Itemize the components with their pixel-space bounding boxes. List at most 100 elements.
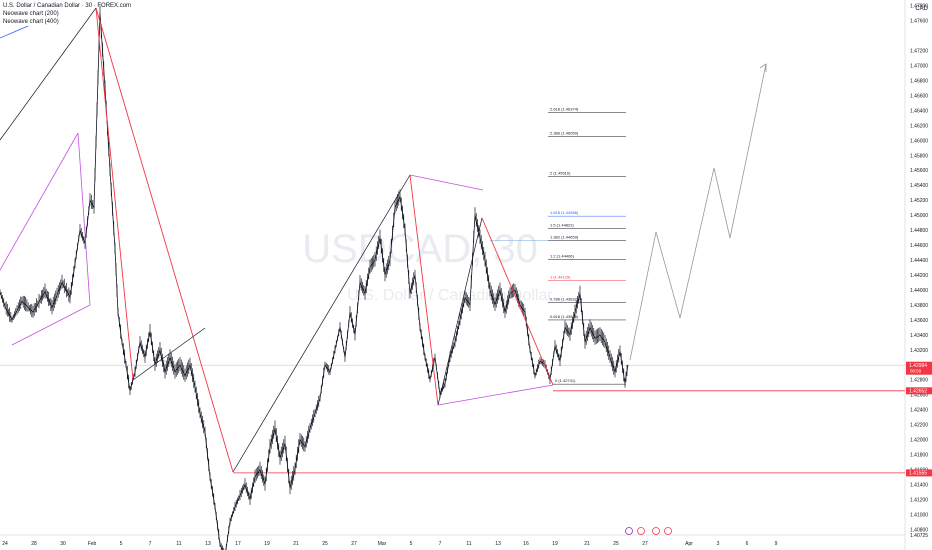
- wave-line-red: [95, 7, 134, 381]
- time-tick-label: Feb: [88, 541, 97, 547]
- fib-level-label: 1 (1.44129): [550, 274, 571, 279]
- fib-level-label: 1.5 (1.44822): [550, 222, 574, 227]
- projection-arrowhead: [759, 63, 767, 72]
- economic-event-icon: [637, 527, 645, 535]
- price-tick-label: 1.45400: [910, 183, 928, 189]
- price-tick-label: 1.43200: [910, 348, 928, 354]
- channel-line-purple: [437, 384, 554, 406]
- fib-level-label: 0.786 (1.43832): [550, 297, 579, 302]
- time-tick-label: 21: [584, 541, 590, 547]
- fib-level-label: 0 (1.42741): [555, 378, 576, 383]
- chart-legend: U.S. Dollar / Canadian Dollar · 30 · FOR…: [3, 2, 131, 26]
- wave-line-red: [409, 174, 439, 406]
- price-tick-label: 1.42800: [910, 378, 928, 384]
- price-tick-label: 1.42200: [910, 423, 928, 429]
- price-tick-label: 1.46600: [910, 93, 928, 99]
- study-label-200: Neowave chart (200): [3, 11, 59, 17]
- price-label-countdown: 00:59: [910, 369, 922, 374]
- time-tick-label: 11: [176, 541, 181, 547]
- time-tick-label: 27: [351, 541, 357, 547]
- price-label-text: 1.41555: [909, 471, 927, 477]
- time-tick-label: 25: [613, 541, 619, 547]
- price-tick-label: 1.42400: [910, 408, 928, 414]
- price-tick-label: 1.46200: [910, 123, 928, 129]
- price-tick-label: 1.45000: [910, 213, 928, 219]
- time-tick-label: 25: [322, 541, 328, 547]
- time-tick-label: 5: [120, 541, 123, 547]
- time-tick-label: Apr: [685, 541, 693, 547]
- price-tick-label: 1.47600: [910, 19, 928, 25]
- price-line: [0, 13, 629, 550]
- time-tick-label: 7: [439, 541, 442, 547]
- economic-event-icon: [625, 527, 633, 535]
- price-tick-label: 1.47000: [910, 63, 928, 69]
- time-tick-label: 17: [235, 541, 241, 547]
- watermark-symbol: USDCAD, 30: [302, 227, 538, 271]
- time-tick-label: Mar: [378, 541, 387, 547]
- price-tick-label: 1.46400: [910, 108, 928, 114]
- price-label-box: [906, 387, 932, 395]
- price-tick-label: 1.45600: [910, 168, 928, 174]
- time-tick-label: 9: [775, 541, 778, 547]
- price-tick-label: 1.41400: [910, 482, 928, 488]
- time-tick-label: 28: [31, 541, 37, 547]
- price-label-box: [906, 469, 932, 477]
- projection-path: [629, 63, 767, 361]
- channel-line-purple: [409, 174, 484, 191]
- price-tick-label: 1.43600: [910, 318, 928, 324]
- price-tick-label: 1.44400: [910, 258, 928, 264]
- wave-line-red: [95, 7, 234, 473]
- price-tick-label: 1.40725: [910, 533, 928, 539]
- time-tick-label: 7: [149, 541, 152, 547]
- wave-line-black: [437, 217, 483, 406]
- price-tick-label: 1.41000: [910, 512, 928, 518]
- economic-event-icon: [664, 527, 672, 535]
- price-label-box: [906, 361, 932, 375]
- price-tick-label: 1.44800: [910, 228, 928, 234]
- price-tick-label: 1.47800: [910, 4, 928, 10]
- fib-level-label: 2.618 (1.46374): [550, 106, 579, 111]
- economic-event-icon: [652, 527, 660, 535]
- price-tick-label: 1.41200: [910, 497, 928, 503]
- price-tick-label: 1.43400: [910, 333, 928, 339]
- time-tick-label: 30: [60, 541, 66, 547]
- wave-line-blue: [0, 25, 29, 39]
- time-tick-label: 6: [746, 541, 749, 547]
- time-tick-label: 19: [552, 541, 558, 547]
- fib-level-label: 0.618 (1.43599): [550, 314, 579, 319]
- candle-wicks: [0, 5, 628, 550]
- price-tick-label: 1.45800: [910, 153, 928, 159]
- currency-label: CAD: [915, 6, 928, 12]
- price-tick-label: 1.44200: [910, 273, 928, 279]
- price-tick-label: 1.42000: [910, 438, 928, 444]
- fib-level-label: 1.618 (1.44986): [550, 210, 579, 215]
- price-label-text: 1.42652: [909, 389, 927, 395]
- symbol-title: U.S. Dollar / Canadian Dollar · 30 · FOR…: [3, 3, 132, 9]
- price-tick-label: 1.41800: [910, 453, 928, 459]
- channel-line-purple: [0, 132, 79, 271]
- time-tick-label: 11: [466, 541, 471, 547]
- fib-level-label: 1.2 (1.44406): [550, 254, 574, 259]
- price-label-text: 1.42994: [909, 363, 927, 369]
- wave-line-red: [481, 217, 554, 386]
- time-tick-label: 16: [523, 541, 529, 547]
- watermark-name: U.S. Dollar / Canadian Dollar: [347, 287, 553, 304]
- wave-line-black: [132, 327, 206, 381]
- time-tick-label: 13: [495, 541, 501, 547]
- price-tick-label: 1.45200: [910, 198, 928, 204]
- time-tick-label: 27: [642, 541, 648, 547]
- time-tick-label: 5: [410, 541, 413, 547]
- price-tick-label: 1.44000: [910, 288, 928, 294]
- channel-line-purple: [11, 304, 91, 346]
- price-tick-label: 1.44600: [910, 243, 928, 249]
- study-label-400: Neowave chart (400): [3, 19, 59, 25]
- wave-line-black: [232, 174, 411, 473]
- time-tick-label: 19: [264, 541, 270, 547]
- price-tick-label: 1.40800: [910, 527, 928, 533]
- price-tick-label: 1.43800: [910, 303, 928, 309]
- time-tick-label: 13: [205, 541, 211, 547]
- price-tick-label: 1.46800: [910, 78, 928, 84]
- time-tick-label: 3: [717, 541, 720, 547]
- price-series: [0, 5, 629, 550]
